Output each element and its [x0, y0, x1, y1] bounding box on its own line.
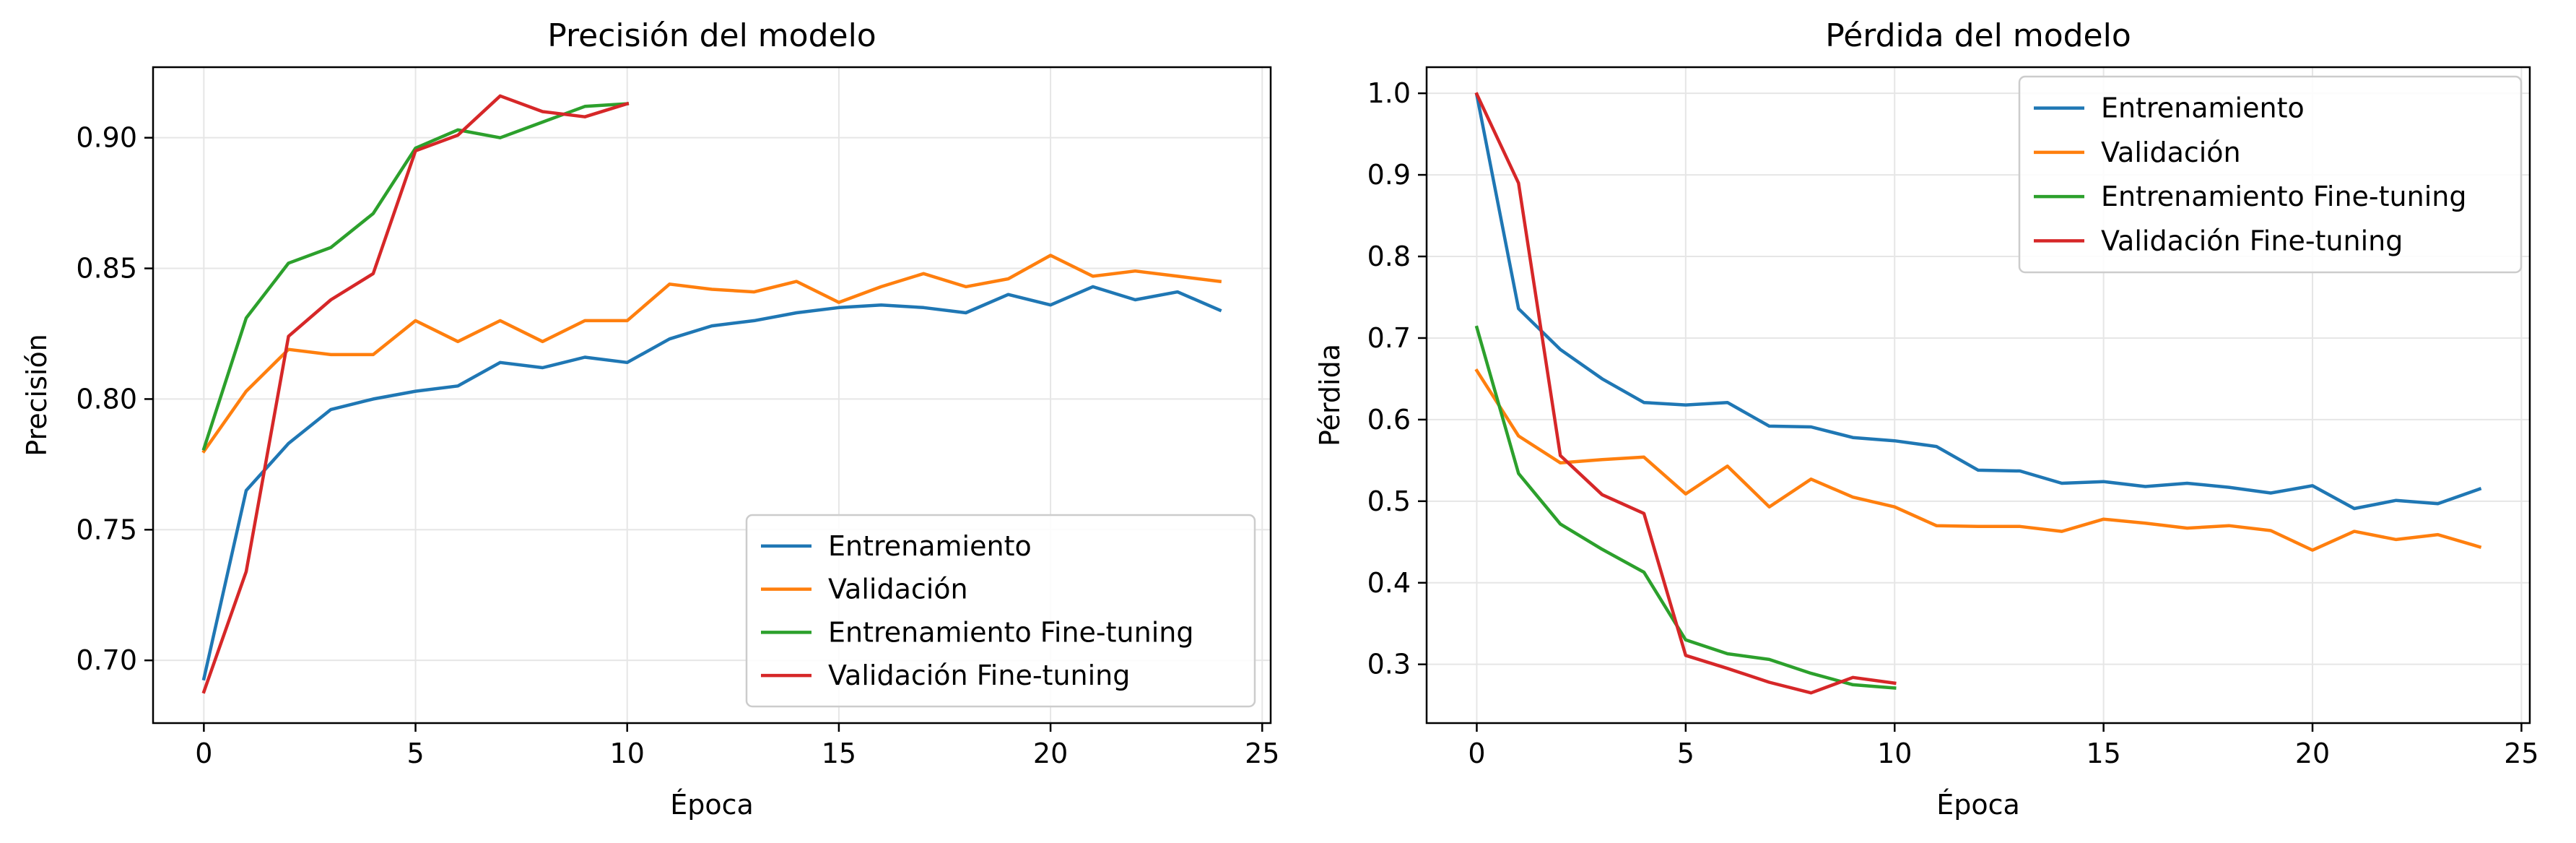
y-tick-label: 0.5	[1367, 485, 1411, 517]
axes-frame	[152, 66, 1272, 725]
y-tick-label: 0.3	[1367, 649, 1411, 680]
series-line-1	[201, 285, 1222, 681]
legend-label: Validación Fine-tuning	[2101, 225, 2403, 256]
series-line-4	[1474, 92, 1897, 695]
chart-title: Pérdida del modelo	[1825, 17, 2131, 54]
legend-label: Entrenamiento Fine-tuning	[828, 616, 1193, 648]
legend-label: Entrenamiento	[2101, 92, 2305, 124]
x-axis-label: Época	[1936, 789, 2020, 821]
x-tick-label: 20	[2295, 738, 2330, 769]
legend-frame	[2018, 75, 2523, 274]
x-tick-label: 15	[2086, 738, 2120, 769]
legend-label: Validación	[828, 574, 968, 605]
chart-title: Precisión del modelo	[547, 17, 876, 54]
x-tick-label: 25	[1245, 738, 1279, 769]
legend-label: Validación Fine-tuning	[828, 660, 1130, 691]
x-tick-label: 0	[1468, 738, 1485, 769]
y-tick-label: 1.0	[1367, 77, 1411, 109]
x-tick-label: 10	[610, 738, 645, 769]
y-tick-label: 0.85	[76, 253, 137, 285]
x-tick-label: 5	[1677, 738, 1694, 769]
x-tick-label: 5	[406, 738, 424, 769]
series-line-3	[1474, 325, 1897, 690]
y-tick-label: 0.9	[1367, 159, 1411, 191]
x-tick-label: 10	[1877, 738, 1912, 769]
series-line-2	[1474, 368, 2482, 552]
subplot-loss: 0 5 10 15 20 25 0.3 0.4 0.5 0.6 0.7 0.8 0.9 1.0 Pérdid…	[1314, 17, 2539, 821]
series-line-1	[1474, 92, 2482, 511]
y-axis-label: Precisión	[21, 334, 53, 457]
y-tick-label: 0.90	[76, 122, 137, 154]
series-group	[201, 94, 1222, 694]
legend: Entrenamiento Validación Entrenamiento Fin…	[2018, 75, 2523, 274]
y-axis-label: Pérdida	[1314, 344, 1346, 446]
y-tick-label: 0.6	[1367, 404, 1411, 436]
series-line-4	[201, 94, 630, 694]
axes-frame	[1425, 66, 2531, 725]
series-group	[1474, 92, 2482, 695]
series-line-3	[201, 102, 630, 451]
x-tick-label: 0	[195, 738, 212, 769]
y-tick-label: 0.80	[76, 383, 137, 415]
y-tick-label: 0.4	[1367, 567, 1411, 599]
legend-label: Entrenamiento	[828, 530, 1032, 562]
x-tick-label: 20	[1033, 738, 1068, 769]
legend-label: Entrenamiento Fine-tuning	[2101, 181, 2466, 212]
y-tick-label: 0.70	[76, 644, 137, 676]
x-tick-label: 15	[822, 738, 856, 769]
y-tick-label: 0.7	[1367, 322, 1411, 354]
x-axis-label: Época	[670, 789, 754, 821]
legend-frame	[745, 514, 1256, 708]
subplot-precision: 0 5 10 15 20 25 0.70 0.75 0.80 0.85 0.90 Precisión …	[21, 17, 1279, 821]
legend: Entrenamiento Validación Entrenamiento Fin…	[745, 514, 1256, 708]
y-tick-label: 0.8	[1367, 241, 1411, 272]
y-tick-label: 0.75	[76, 514, 137, 545]
x-tick-label: 25	[2504, 738, 2538, 769]
legend-label: Validación	[2101, 137, 2241, 168]
series-line-2	[201, 254, 1222, 454]
